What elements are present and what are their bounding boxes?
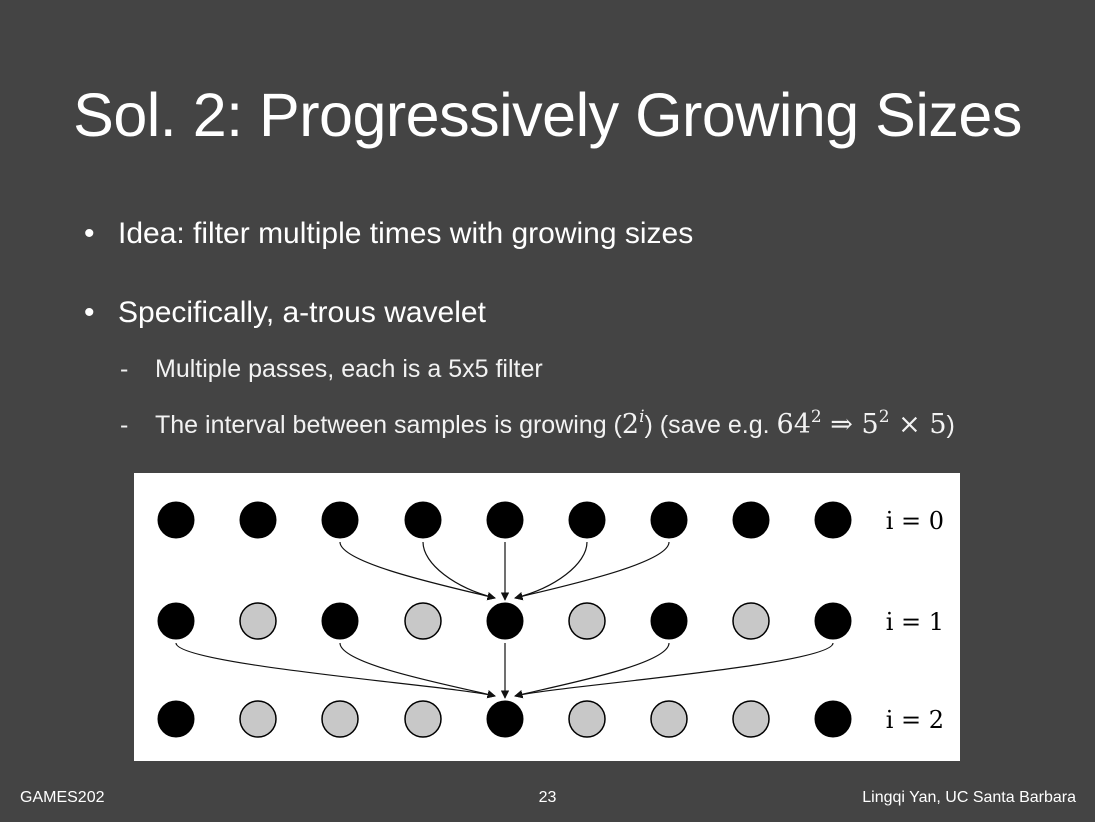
filter-arrow: [339, 642, 496, 699]
sample-node-gray: [732, 602, 770, 640]
sample-node-black: [239, 501, 277, 539]
bullet-text: Specifically, a-trous wavelet: [118, 296, 486, 329]
interval-formula: 2i: [621, 407, 645, 441]
sample-node-black: [157, 501, 195, 539]
sub-bullet-interval: - The interval between samples is growing…: [120, 409, 955, 441]
filter-arrow: [422, 541, 496, 601]
sub-bullet-text-before: The interval between samples is growing …: [155, 411, 622, 439]
bullet-specifically: • Specifically, a-trous wavelet: [84, 295, 486, 331]
row-label: i = 0: [886, 507, 944, 535]
sub-bullet-text-middle: ) (save e.g.: [644, 411, 777, 439]
bullet-marker: •: [84, 217, 95, 250]
filter-arrow: [175, 642, 496, 699]
save-b-base: 5: [861, 409, 879, 440]
interval-base: 2: [621, 409, 640, 440]
interval-exponent: i: [639, 407, 645, 427]
atrous-diagram: i = 0 i = 1 i = 2: [134, 473, 960, 761]
save-a-exponent: 2: [810, 407, 822, 427]
sample-node-black: [486, 501, 524, 539]
node-layer: [157, 501, 852, 738]
sample-node-black: [650, 602, 688, 640]
filter-arrow: [514, 642, 834, 699]
sample-node-black: [814, 700, 852, 738]
save-formula: 642 ⇒ 52 × 5: [776, 407, 947, 441]
sample-node-gray: [321, 700, 359, 738]
footer-course: GAMES202: [20, 789, 105, 806]
save-b-exponent: 2: [878, 407, 890, 427]
sample-node-gray: [239, 602, 277, 640]
times-five: × 5: [898, 409, 947, 440]
sample-node-gray: [404, 700, 442, 738]
row-label: i = 2: [886, 706, 944, 734]
sample-node-gray: [650, 700, 688, 738]
footer-page-number: 23: [538, 789, 557, 806]
sub-bullet-text-after: ): [946, 411, 955, 439]
sample-node-black: [321, 602, 359, 640]
sample-node-gray: [404, 602, 442, 640]
filter-arrow: [514, 541, 588, 601]
sample-node-black: [157, 602, 195, 640]
footer-author: Lingqi Yan, UC Santa Barbara: [862, 789, 1076, 806]
row-label: i = 1: [886, 608, 944, 636]
sample-node-black: [404, 501, 442, 539]
bullet-text: Idea: filter multiple times with growing…: [118, 217, 694, 250]
label-layer: i = 0 i = 1 i = 2: [886, 507, 944, 734]
sample-node-gray: [732, 700, 770, 738]
filter-arrow: [339, 541, 496, 601]
sample-node-black: [486, 700, 524, 738]
sub-bullet-text: Multiple passes, each is a 5x5 filter: [155, 355, 543, 383]
arrow-layer: [175, 541, 834, 699]
sample-node-black: [568, 501, 606, 539]
sub-bullet-marker: -: [120, 411, 129, 439]
sample-node-gray: [568, 602, 606, 640]
sample-node-black: [814, 501, 852, 539]
bullet-idea: • Idea: filter multiple times with growin…: [84, 216, 693, 252]
sample-node-black: [732, 501, 770, 539]
bullet-marker: •: [84, 296, 95, 329]
atrous-diagram-svg: i = 0 i = 1 i = 2: [157, 501, 944, 738]
sample-node-gray: [568, 700, 606, 738]
slide-title: Sol. 2: Progressively Growing Sizes: [73, 81, 1022, 149]
filter-arrow: [514, 541, 670, 601]
sub-bullet-marker: -: [120, 355, 129, 383]
sample-node-black: [814, 602, 852, 640]
sample-node-black: [650, 501, 688, 539]
filter-arrow: [514, 642, 670, 699]
sample-node-black: [486, 602, 524, 640]
sample-node-gray: [239, 700, 277, 738]
sample-node-black: [157, 700, 195, 738]
save-a-base: 64: [776, 409, 811, 440]
sample-node-black: [321, 501, 359, 539]
sub-bullet-multiple-passes: - Multiple passes, each is a 5x5 filter: [120, 353, 543, 385]
implies-arrow: ⇒: [830, 409, 853, 440]
